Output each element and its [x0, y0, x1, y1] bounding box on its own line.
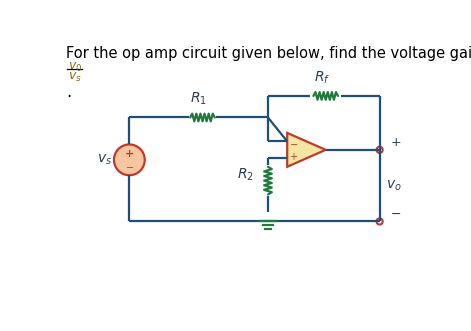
Text: $-$: $-$ — [125, 161, 134, 171]
Circle shape — [376, 218, 382, 224]
Text: $v_s$: $v_s$ — [97, 153, 112, 167]
Text: $R_f$: $R_f$ — [314, 70, 330, 86]
Text: $R_2$: $R_2$ — [237, 166, 254, 183]
Circle shape — [114, 144, 145, 175]
Circle shape — [376, 147, 382, 153]
Text: $-$: $-$ — [390, 207, 401, 220]
Text: $+$: $+$ — [289, 152, 298, 163]
Text: +: + — [125, 150, 134, 160]
Text: For the op amp circuit given below, find the voltage gain: For the op amp circuit given below, find… — [66, 46, 471, 61]
Text: .: . — [66, 83, 72, 101]
Text: $v_s$: $v_s$ — [68, 71, 81, 84]
Text: $v_o$: $v_o$ — [386, 178, 401, 193]
Polygon shape — [287, 133, 326, 167]
Text: +: + — [390, 136, 401, 149]
Text: $v_0$: $v_0$ — [68, 61, 82, 73]
Text: $R_1$: $R_1$ — [190, 90, 207, 107]
Text: $-$: $-$ — [289, 138, 298, 148]
